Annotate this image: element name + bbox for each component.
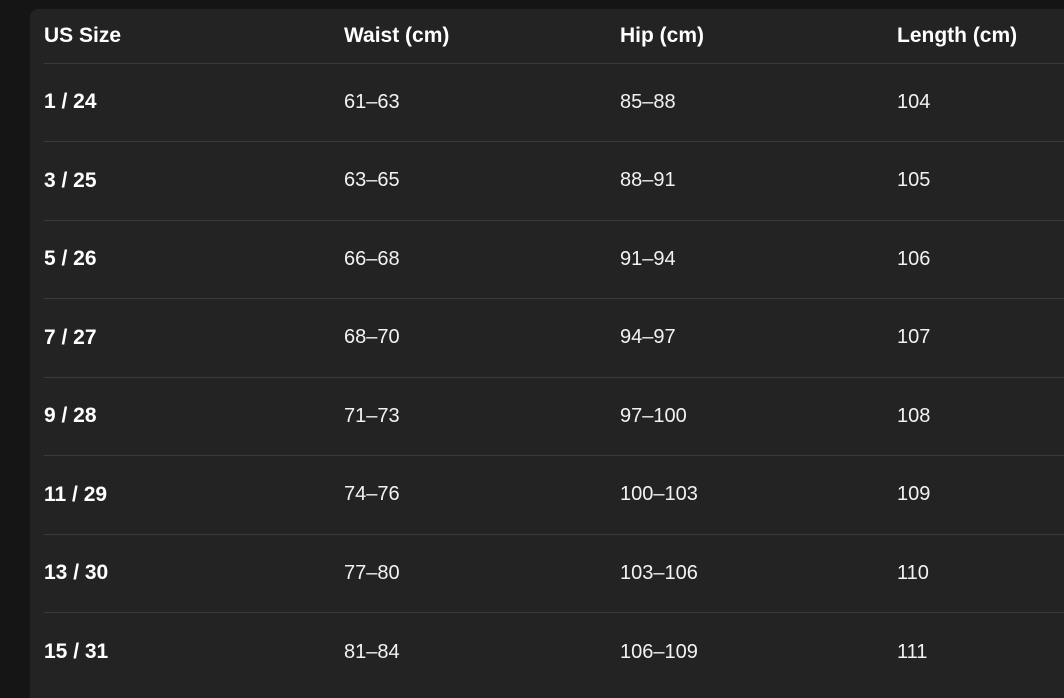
table-row: 3 / 25 63–65 88–91 105 [44,141,1064,221]
hip-cell: 103–106 [620,561,698,584]
length-cell: 106 [897,247,931,270]
hip-cell: 100–103 [620,483,698,506]
us-size-cell: 3 / 25 [44,168,97,192]
us-size-cell: 1 / 24 [44,90,97,114]
waist-cell: 77–80 [344,561,400,584]
waist-cell: 81–84 [344,640,400,663]
table-row: 5 / 26 66–68 91–94 106 [44,220,1064,299]
hip-cell: 88–91 [620,169,676,192]
length-cell: 107 [897,326,931,349]
hip-cell: 94–97 [620,326,676,349]
col-header-hip: Hip (cm) [620,23,704,47]
waist-cell: 71–73 [344,404,400,427]
table-row: 9 / 28 71–73 97–100 108 [44,377,1064,456]
waist-cell: 74–76 [344,483,400,506]
length-cell: 110 [897,561,929,584]
hip-cell: 106–109 [620,640,698,663]
waist-cell: 68–70 [344,326,400,349]
size-table-body: 1 / 24 61–63 85–88 104 3 / 25 63–65 88–9… [44,63,1064,691]
table-row: 13 / 30 77–80 103–106 110 [44,534,1064,613]
hip-cell: 97–100 [620,404,687,427]
length-cell: 111 [897,640,928,663]
header-row: US Size Waist (cm) Hip (cm) Length (cm) [44,9,1064,63]
us-size-cell: 5 / 26 [44,247,97,271]
us-size-cell: 9 / 28 [44,404,97,428]
length-cell: 104 [897,90,931,113]
size-chart-table: US Size Waist (cm) Hip (cm) Length (cm) … [44,9,1064,691]
hip-cell: 91–94 [620,247,676,270]
table-row: 7 / 27 68–70 94–97 107 [44,298,1064,378]
table-row: 15 / 31 81–84 106–109 111 [44,612,1064,692]
table-row: 1 / 24 61–63 85–88 104 [44,63,1064,142]
col-header-waist: Waist (cm) [344,23,450,47]
hip-cell: 85–88 [620,90,676,113]
length-cell: 109 [897,483,931,506]
table-row: 11 / 29 74–76 100–103 109 [44,455,1064,535]
length-cell: 108 [897,404,931,427]
us-size-cell: 13 / 30 [44,561,109,585]
waist-cell: 61–63 [344,90,400,113]
us-size-cell: 7 / 27 [44,325,97,349]
length-cell: 105 [897,169,931,192]
size-chart-card: US Size Waist (cm) Hip (cm) Length (cm) … [30,9,1064,698]
waist-cell: 63–65 [344,169,400,192]
us-size-cell: 15 / 31 [44,640,109,663]
col-header-length: Length (cm) [897,23,1018,47]
waist-cell: 66–68 [344,247,400,270]
col-header-us-size: US Size [44,23,122,47]
us-size-cell: 11 / 29 [44,482,108,506]
